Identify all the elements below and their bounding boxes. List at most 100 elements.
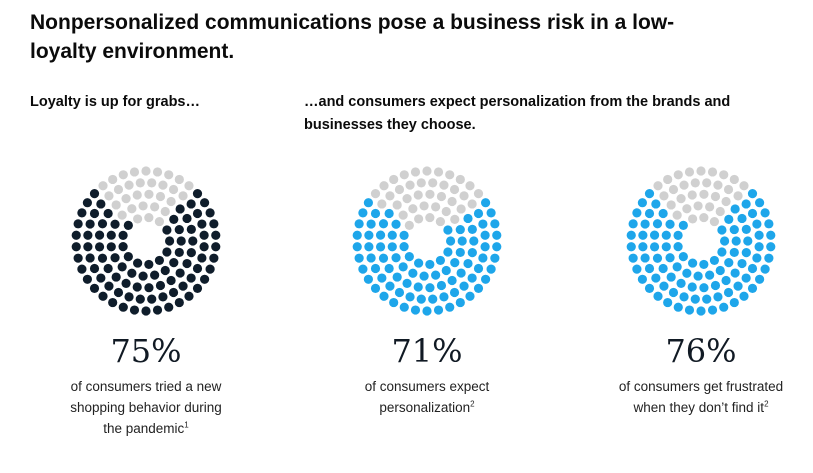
dot-filled	[366, 219, 376, 229]
dot-filled	[644, 263, 655, 274]
dot-filled	[82, 274, 92, 284]
dot-filled	[192, 208, 203, 219]
dot-empty	[168, 184, 179, 195]
dot-empty	[439, 180, 449, 190]
dot-filled	[375, 242, 386, 252]
dot-filled	[459, 281, 469, 291]
dot-filled	[197, 253, 207, 263]
dot-filled	[182, 258, 192, 269]
dot-filled	[378, 253, 389, 263]
dot-filled	[358, 264, 368, 274]
dot-filled	[391, 219, 401, 229]
dot-filled	[77, 208, 87, 218]
dot-filled	[205, 208, 215, 218]
dot-filled	[186, 199, 196, 209]
dot-filled	[652, 219, 663, 229]
dot-filled	[626, 230, 636, 240]
dot-filled	[690, 294, 700, 304]
dot-empty	[152, 167, 163, 177]
dot-filled	[679, 292, 689, 302]
dot-empty	[441, 206, 451, 217]
dot-filled	[673, 230, 683, 240]
dot-filled	[658, 208, 668, 219]
dot-empty	[425, 212, 435, 223]
dot-filled	[192, 283, 203, 294]
dot-filled	[684, 305, 695, 315]
dot-pie-chart-1	[71, 166, 221, 316]
dot-filled	[473, 283, 484, 294]
dot-filled	[480, 230, 490, 240]
dot-filled	[89, 283, 100, 294]
dot-filled	[94, 242, 105, 252]
dot-filled	[363, 274, 373, 284]
dot-filled	[363, 198, 373, 208]
dot-empty	[709, 216, 720, 227]
dot-filled	[760, 264, 770, 274]
stat-value-2: 71%	[391, 332, 463, 370]
stat-value-3: 76%	[665, 332, 737, 370]
dot-filled	[760, 208, 770, 218]
dot-filled	[481, 198, 491, 208]
dot-empty	[707, 167, 718, 177]
dot-empty	[715, 206, 725, 217]
dot-empty	[144, 212, 154, 223]
dot-filled	[644, 188, 655, 199]
dot-filled	[710, 280, 721, 291]
dot-filled	[155, 280, 166, 291]
dot-filled	[661, 230, 671, 240]
dot-filled	[456, 268, 466, 278]
dot-empty	[124, 180, 134, 190]
dot-filled	[118, 242, 128, 252]
dot-empty	[111, 200, 121, 210]
dot-empty	[733, 191, 743, 201]
dot-filled	[118, 302, 128, 312]
dot-filled	[431, 270, 441, 280]
dot-filled	[413, 282, 423, 292]
dot-empty	[672, 210, 682, 220]
dot-filled	[174, 224, 184, 235]
dot-filled	[162, 247, 172, 257]
dot-empty	[410, 167, 421, 177]
dot-filled	[352, 242, 362, 252]
dot-filled	[644, 283, 655, 294]
dot-filled	[443, 225, 453, 235]
dot-empty	[108, 174, 118, 185]
dot-filled	[755, 274, 765, 284]
dot-empty	[404, 220, 414, 230]
stat-caption-3: of consumers get frustrated when they do…	[581, 376, 813, 418]
dot-filled	[747, 283, 758, 294]
dot-filled	[665, 253, 675, 263]
dot-filled	[73, 253, 83, 263]
dot-filled	[71, 242, 81, 252]
dot-filled	[729, 247, 739, 258]
dot-filled	[486, 208, 496, 218]
dot-filled	[176, 236, 186, 246]
dot-filled	[209, 219, 219, 229]
dot-filled	[352, 230, 362, 240]
dot-filled	[469, 236, 479, 246]
dot-filled	[486, 264, 496, 274]
dot-empty	[158, 180, 168, 190]
caption-line: of consumers get frustrated	[618, 379, 784, 394]
dot-filled	[651, 199, 661, 209]
dot-empty	[377, 199, 387, 209]
dot-filled	[457, 236, 467, 246]
caption-text: the pandemic	[103, 421, 185, 436]
dot-empty	[467, 199, 477, 209]
dot-filled	[422, 306, 432, 316]
dot-empty	[178, 191, 188, 201]
dot-filled	[158, 292, 168, 302]
dot-filled	[405, 292, 415, 302]
dot-filled	[391, 253, 401, 263]
dot-filled	[764, 219, 774, 229]
dot-filled	[678, 220, 688, 230]
dot-filled	[447, 275, 457, 286]
dot-filled	[144, 283, 154, 293]
dot-empty	[687, 190, 697, 200]
dot-filled	[192, 188, 203, 199]
dot-empty	[431, 202, 441, 212]
dot-filled	[478, 219, 488, 229]
dot-filled	[200, 274, 210, 284]
dot-filled	[492, 230, 502, 240]
dot-empty	[702, 178, 712, 188]
